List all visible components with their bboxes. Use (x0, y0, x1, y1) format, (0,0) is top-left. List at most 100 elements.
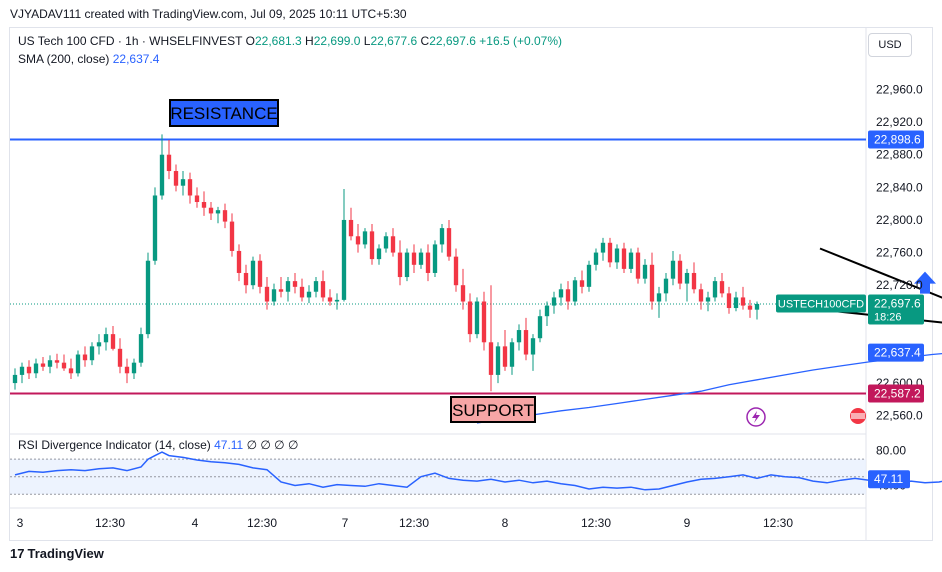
candle-body (257, 260, 263, 287)
candle-body (89, 346, 95, 361)
candle-body (285, 281, 291, 292)
support-label-box (450, 396, 536, 423)
ohlc-legend: US Tech 100 CFD · 1h · WHSELFINVEST O22,… (18, 34, 562, 48)
candle-body (684, 272, 690, 284)
support-label: SUPPORT (452, 401, 534, 420)
candle-body (719, 281, 725, 294)
rsi-tick-label: 80.00 (876, 443, 906, 457)
candle-body (691, 272, 697, 290)
candle-body (446, 228, 452, 257)
resistance-label-box (169, 99, 279, 127)
candle-body (355, 236, 361, 245)
price-tick-label: 22,920.0 (876, 115, 923, 129)
candle-body (19, 366, 25, 375)
currency-button[interactable]: USD (868, 33, 912, 57)
low-value: 22,677.6 (370, 34, 418, 48)
tradingview-logo[interactable]: 17 TradingView (10, 546, 104, 561)
candle-body (82, 354, 88, 361)
candle-body (306, 291, 312, 298)
last-price-countdown: 18:26 (874, 311, 902, 323)
candle-body (250, 260, 256, 286)
author-line: VJYADAV111 created with TradingView.com,… (10, 7, 407, 21)
candle-body (299, 286, 305, 298)
candle-body (698, 289, 704, 302)
candle-body (600, 242, 606, 253)
candle-body (621, 248, 627, 269)
candle-body (68, 368, 74, 374)
candle-body (656, 293, 662, 302)
candle-body (565, 289, 571, 302)
sma-price-badge (868, 343, 924, 362)
rsi-line (14, 451, 942, 491)
price-tick-label: 22,720.0 (876, 278, 923, 292)
candle-body (12, 374, 18, 384)
triangle-trendline (819, 247, 942, 299)
candle-body (474, 301, 480, 335)
candle-body (187, 179, 193, 196)
candle-body (341, 219, 347, 300)
candle-body (537, 316, 543, 339)
annotation-layer: RESISTANCE SUPPORT (169, 99, 942, 427)
candle-body (481, 301, 487, 343)
candle-body (40, 363, 46, 367)
candle-body (180, 179, 186, 186)
candle-body (194, 195, 200, 203)
candle-body (509, 342, 515, 367)
flag-stripe (851, 413, 865, 419)
sma-label: SMA (200, close) (18, 52, 110, 66)
candle-body (439, 228, 445, 245)
candle-body (61, 362, 67, 369)
resistance-price-badge (868, 130, 924, 149)
up-arrow-icon (914, 271, 936, 294)
tradingview-logo-icon: 17 (10, 546, 25, 561)
candle-body (33, 363, 39, 374)
time-tick-label: 12:30 (95, 516, 125, 530)
candle-body (558, 289, 564, 298)
candle-body (495, 346, 501, 375)
candle-body (369, 231, 375, 260)
candle-body (649, 264, 655, 302)
resistance-label: RESISTANCE (170, 104, 277, 123)
rsi-value-badge (868, 470, 910, 489)
candle-body (152, 195, 158, 261)
rsi-layer (10, 451, 942, 495)
close-label: C (420, 34, 430, 48)
candle-body (271, 289, 277, 302)
candle-body (544, 305, 550, 317)
sma-legend[interactable]: SMA (200, close) 22,637.4 (18, 52, 159, 66)
change-value: +16.5 (+0.07%) (479, 34, 562, 48)
sma-price-value: 22,637.4 (874, 346, 921, 360)
candle-body (145, 260, 151, 335)
candle-body (110, 334, 116, 349)
time-tick-label: 12:30 (399, 516, 429, 530)
candle-body (383, 236, 389, 249)
candle-body (551, 297, 557, 306)
price-tick-label: 22,960.0 (876, 82, 923, 96)
candle-body (754, 303, 760, 310)
grid-layer (10, 27, 867, 541)
candle-body (131, 362, 137, 374)
candle-body (124, 366, 130, 374)
candle-body (733, 297, 739, 309)
open-label: O (245, 34, 255, 48)
candle-body (411, 252, 417, 265)
symbol-badge (776, 294, 866, 313)
last-price-badge (868, 294, 924, 325)
candle-body (376, 248, 382, 260)
candle-body (229, 221, 235, 251)
rsi-legend[interactable]: RSI Divergence Indicator (14, close) 47.… (18, 438, 298, 452)
candle-body (586, 264, 592, 287)
candle-body (418, 252, 424, 265)
candle-body (390, 236, 396, 253)
candle-body (96, 342, 102, 347)
candle-body (208, 207, 214, 214)
sma-value: 22,637.4 (112, 52, 160, 66)
candle-body (26, 366, 32, 374)
candle-body (320, 281, 326, 298)
close-value: 22,697.6 (429, 34, 476, 48)
candle-body (327, 297, 333, 302)
time-tick-label: 7 (342, 516, 349, 530)
candle-body (530, 338, 536, 355)
high-label: H (305, 34, 314, 48)
